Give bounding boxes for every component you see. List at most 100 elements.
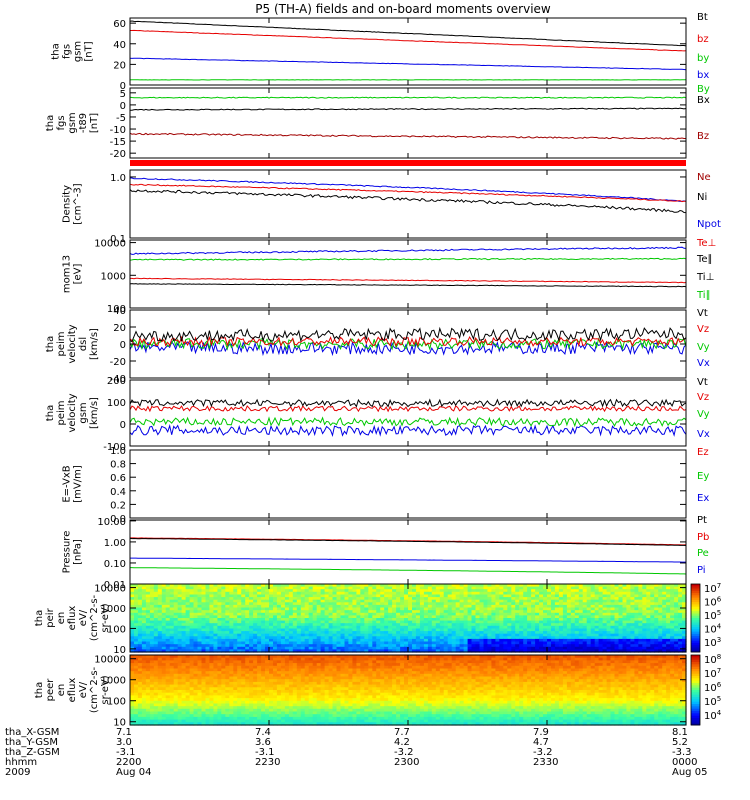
spectrogram-cell	[646, 591, 651, 595]
spectrogram-cell	[368, 607, 373, 611]
spectrogram-cell	[531, 599, 536, 603]
spectrogram-cell	[356, 620, 361, 624]
spectrogram-cell	[415, 638, 421, 643]
spectrogram-cell	[336, 663, 342, 667]
spectrogram-cell	[523, 602, 528, 606]
spectrogram-cell	[658, 589, 663, 593]
spectrogram-cell	[269, 633, 274, 637]
spectrogram-cell	[574, 663, 580, 667]
spectrogram-cell	[503, 602, 508, 606]
spectrogram-cell	[531, 604, 536, 609]
spectrogram-cell	[574, 668, 580, 672]
spectrogram-cell	[253, 594, 258, 598]
spectrogram-cell	[284, 615, 290, 619]
spectrogram-cell	[634, 594, 639, 598]
spectrogram-cell	[344, 660, 350, 664]
spectrogram-cell	[670, 671, 675, 675]
spectrogram-cell	[237, 633, 242, 637]
spectrogram-cell	[328, 594, 334, 598]
spectrogram-cell	[209, 623, 214, 627]
spectrogram-cell	[257, 615, 262, 619]
spectrogram-cell	[447, 644, 453, 648]
spectrogram-cell	[590, 668, 596, 672]
spectrogram-cell	[253, 625, 258, 629]
spectrogram-cell	[241, 644, 246, 648]
spectrogram-cell	[598, 646, 604, 650]
spectrogram-cell	[511, 636, 516, 640]
spectrogram-cell	[392, 655, 397, 659]
spectrogram-cell	[658, 591, 663, 595]
spectrogram-cell	[141, 615, 147, 619]
y-label-line: [km/s]	[89, 397, 100, 429]
spectrogram-cell	[280, 589, 286, 593]
spectrogram-cell	[570, 615, 576, 619]
spectrogram-cell	[471, 586, 477, 590]
spectrogram-cell	[376, 602, 381, 606]
spectrogram-cell	[551, 671, 556, 675]
spectrogram-cell	[551, 610, 556, 614]
spectrogram-cell	[149, 623, 155, 627]
spectrogram-cell	[149, 597, 155, 601]
spectrogram-cell	[678, 623, 683, 627]
spectrogram-cell	[189, 644, 195, 648]
spectrogram-cell	[519, 657, 524, 661]
spectrogram-cell	[570, 638, 576, 643]
spectrogram-cell	[574, 610, 580, 614]
spectrogram-cell	[606, 589, 612, 593]
spectrogram-cell	[145, 586, 151, 590]
spectrogram-cell	[622, 665, 628, 670]
spectrogram-cell	[388, 607, 393, 611]
spectrogram-cell	[511, 668, 516, 672]
spectrogram-cell	[566, 589, 572, 593]
spectrogram-cell	[213, 618, 218, 622]
spectrogram-cell	[475, 620, 481, 624]
spectrogram-cell	[336, 641, 342, 645]
spectrogram-cell	[423, 610, 429, 614]
y-axis-label: tha peer en eflux eV/(cm^2-s-sr-eV)	[34, 666, 111, 713]
spectrogram-cell	[602, 610, 608, 614]
spectrogram-cell	[551, 607, 556, 611]
spectrogram-cell	[582, 591, 588, 595]
spectrogram-cell	[626, 599, 631, 603]
spectrogram-cell	[356, 625, 361, 629]
spectrogram-cell	[423, 589, 429, 593]
spectrogram-cell	[419, 668, 425, 672]
spectrogram-cell	[261, 631, 266, 635]
spectrogram-cell	[201, 620, 207, 624]
spectrogram-cell	[336, 644, 342, 648]
spectrogram-cell	[408, 584, 413, 588]
spectrogram-cell	[650, 655, 655, 659]
spectrogram-cell	[562, 594, 568, 598]
spectrogram-cell	[602, 633, 608, 637]
spectrogram-cell	[276, 665, 282, 670]
spectrogram-cell	[300, 623, 306, 627]
spectrogram-cell	[610, 604, 616, 609]
spectrogram-cell	[221, 610, 226, 614]
spectrogram-cell	[201, 663, 207, 667]
spectrogram-cell	[670, 591, 675, 595]
spectrogram-cell	[197, 618, 203, 622]
spectrogram-cell	[551, 663, 556, 667]
spectrogram-cell	[531, 586, 536, 590]
legend-Bx: Bx	[697, 95, 710, 106]
spectrogram-cell	[328, 671, 334, 675]
spectrogram-cell	[161, 586, 167, 590]
spectrogram-cell	[360, 628, 365, 632]
spectrogram-cell	[193, 615, 199, 619]
spectrogram-cell	[511, 591, 516, 595]
spectrogram-cell	[137, 625, 143, 629]
spectrogram-cell	[137, 597, 143, 601]
spectrogram-cell	[400, 641, 405, 645]
spectrogram-cell	[594, 604, 600, 609]
spectrogram-cell	[269, 610, 274, 614]
spectrogram-cell	[495, 607, 500, 611]
spectrogram-cell	[566, 597, 572, 601]
y-tick-label: 0.0	[110, 514, 126, 525]
spectrogram-cell	[392, 665, 397, 670]
spectrogram-cell	[404, 586, 409, 590]
spectrogram-cell	[419, 649, 425, 653]
spectrogram-cell	[618, 589, 624, 593]
spectrogram-cell	[622, 599, 628, 603]
spectrogram-cell	[586, 644, 592, 648]
spectrogram-cell	[296, 646, 302, 650]
